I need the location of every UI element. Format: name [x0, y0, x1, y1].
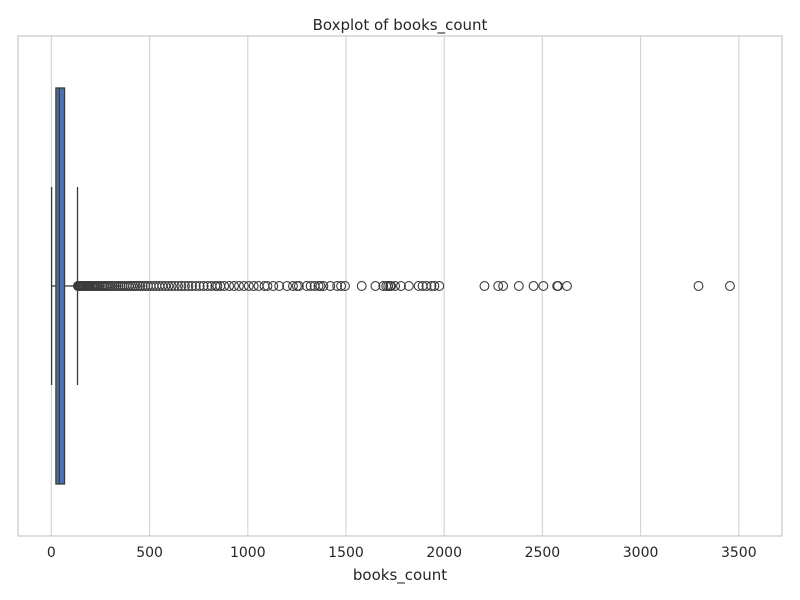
x-tick-label-2500: 2500 [525, 545, 561, 561]
outlier-point [198, 281, 209, 291]
outlier-point [561, 281, 572, 291]
outlier-point [212, 281, 223, 291]
outlier-point [396, 281, 406, 291]
outlier-point [356, 281, 367, 291]
outlier-point [282, 281, 293, 291]
outlier-point [219, 281, 230, 291]
chart-title: Boxplot of books_count [313, 16, 488, 35]
outlier-point [332, 281, 343, 291]
outlier-point [190, 281, 201, 291]
outlier-point [234, 281, 244, 291]
x-tick-label-1500: 1500 [328, 545, 364, 561]
iqr-box [55, 87, 66, 485]
x-tick-label-2000: 2000 [426, 545, 462, 561]
outlier-point [293, 281, 304, 291]
outlier-point [315, 281, 326, 291]
outlier-point [434, 281, 445, 291]
outlier-point [370, 281, 381, 291]
outlier-point [187, 281, 197, 291]
outlier-point [224, 281, 235, 291]
outlier-point [288, 281, 298, 291]
outlier-point [693, 281, 704, 291]
outlier-point [429, 281, 440, 291]
outlier-point [130, 281, 141, 291]
x-tick-label-500: 500 [136, 545, 163, 561]
outlier-point [403, 281, 414, 291]
outlier-point [268, 281, 279, 291]
outlier-point [386, 281, 397, 291]
x-tick-label-0: 0 [47, 545, 56, 561]
outlier-point [137, 281, 148, 291]
outlier-point [169, 281, 180, 291]
outlier-point [183, 281, 194, 291]
outlier-point [135, 281, 146, 291]
outlier-point [413, 281, 424, 291]
outlier-point [725, 281, 735, 291]
x-tick-label-3000: 3000 [623, 545, 659, 561]
outlier-point [513, 281, 524, 291]
outlier-point [262, 281, 273, 291]
x-tick-label-1000: 1000 [230, 545, 266, 561]
outlier-point [179, 281, 190, 291]
x-axis-label: books_count [353, 566, 447, 585]
outlier-point [340, 281, 350, 291]
outlier-point [493, 281, 504, 291]
outlier-point [176, 281, 187, 291]
outlier-point [160, 281, 171, 291]
outlier-point [173, 281, 184, 291]
outlier-points [72, 281, 735, 291]
outlier-point [132, 281, 143, 291]
outlier-point [243, 281, 254, 291]
outlier-point [274, 281, 285, 291]
outlier-point [163, 281, 174, 291]
outlier-point [336, 281, 347, 291]
outlier-point [528, 281, 539, 291]
outlier-point [325, 281, 336, 291]
outlier-point [229, 281, 239, 291]
outlier-point [248, 281, 259, 291]
x-tick-label-3500: 3500 [721, 545, 757, 561]
outlier-point [426, 281, 437, 291]
outlier-point [305, 281, 316, 291]
box-element [50, 87, 79, 485]
outlier-point [202, 281, 213, 291]
x-axis-ticks: 0 500 1000 1500 2000 2500 3000 3500 [47, 545, 757, 561]
outlier-point [238, 281, 249, 291]
outlier-point [479, 281, 490, 291]
outlier-point [390, 281, 401, 291]
outlier-point [378, 281, 389, 291]
outlier-point [128, 281, 139, 291]
outlier-point [140, 281, 151, 291]
outlier-point [194, 281, 205, 291]
outlier-point [498, 281, 509, 291]
outlier-point [166, 281, 177, 291]
outlier-point [538, 281, 549, 291]
plot-frame [17, 35, 783, 537]
outlier-point [318, 281, 329, 291]
outlier-point [301, 281, 312, 291]
outlier-point [421, 281, 432, 291]
